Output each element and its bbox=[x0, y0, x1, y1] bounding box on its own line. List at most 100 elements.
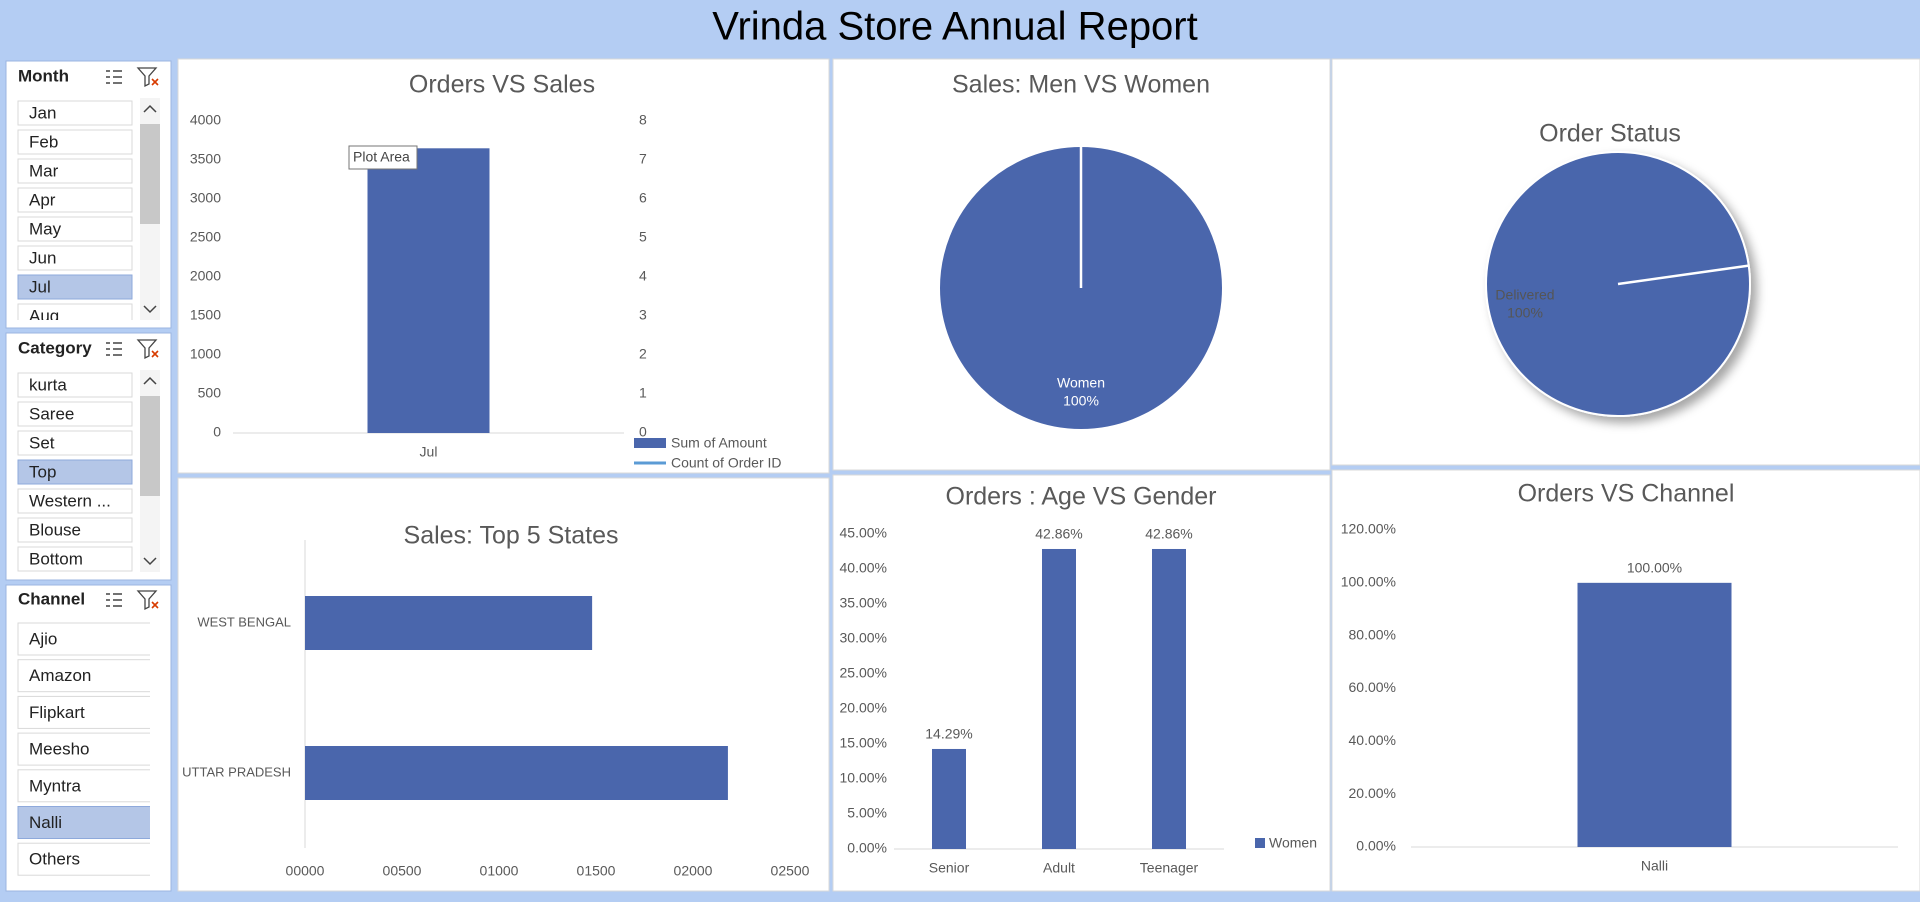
slicer-item-label[interactable]: Myntra bbox=[29, 776, 82, 795]
clear-filter-icon[interactable] bbox=[136, 67, 158, 88]
scroll-down[interactable] bbox=[143, 305, 157, 314]
y-tick-label: 1500 bbox=[190, 307, 221, 323]
slicer-item-label[interactable]: May bbox=[29, 219, 62, 238]
slicer-item-label[interactable]: Flipkart bbox=[29, 703, 85, 722]
slicer-item-label[interactable]: Feb bbox=[29, 132, 58, 151]
slicer-item-label[interactable]: Set bbox=[29, 433, 55, 452]
slicer-item[interactable] bbox=[17, 769, 159, 803]
multi-select-icon[interactable] bbox=[106, 342, 122, 356]
slicer-item-label[interactable]: Mar bbox=[29, 161, 59, 180]
slicer-item[interactable] bbox=[17, 245, 133, 271]
y-tick-label: 60.00% bbox=[1349, 679, 1396, 695]
y-tick-label: 2000 bbox=[190, 268, 221, 284]
y-tick-label: 20.00% bbox=[1349, 785, 1396, 801]
slicer-item[interactable] bbox=[17, 842, 159, 876]
slicer-item-label[interactable]: Nalli bbox=[29, 813, 62, 832]
y-tick-label: 5.00% bbox=[847, 805, 887, 821]
y-tick-label: 100.00% bbox=[1341, 574, 1396, 590]
slicer-item[interactable] bbox=[17, 459, 133, 485]
legend-label: Women bbox=[1269, 835, 1317, 851]
slicer-item-label[interactable]: Others bbox=[29, 850, 80, 869]
y-tick-label: 40.00% bbox=[840, 560, 887, 576]
slicer-item-label[interactable]: Jan bbox=[29, 103, 56, 122]
slicer-item[interactable] bbox=[17, 488, 133, 514]
y-tick-label: 30.00% bbox=[840, 630, 887, 646]
y-tick-label: 40.00% bbox=[1349, 732, 1396, 748]
scrollbar-thumb[interactable] bbox=[140, 124, 160, 224]
slicer-item-label[interactable]: Aug bbox=[29, 306, 59, 325]
slicer-item[interactable] bbox=[17, 517, 133, 543]
dashboard-title: Vrinda Store Annual Report bbox=[712, 5, 1198, 49]
y2-tick-label: 8 bbox=[639, 112, 647, 128]
y-tick-label: 15.00% bbox=[840, 735, 887, 751]
multi-select-icon[interactable] bbox=[106, 593, 122, 607]
bar bbox=[1577, 582, 1732, 847]
slicer-item[interactable] bbox=[17, 622, 159, 656]
chart-title: Orders : Age VS Gender bbox=[946, 483, 1217, 511]
slicer-item[interactable] bbox=[17, 732, 159, 766]
data-label: 100.00% bbox=[1627, 560, 1682, 576]
y-tick-label: 80.00% bbox=[1349, 626, 1396, 642]
slicer-item[interactable] bbox=[17, 695, 159, 729]
scrollbar-thumb[interactable] bbox=[140, 396, 160, 496]
slicer-item[interactable] bbox=[17, 401, 133, 427]
slicer-item[interactable] bbox=[17, 546, 133, 572]
slicer-item[interactable] bbox=[17, 129, 133, 155]
slicer-item-label[interactable]: Bottom bbox=[29, 549, 83, 568]
slicer-item[interactable] bbox=[17, 187, 133, 213]
slicer-item[interactable] bbox=[17, 303, 133, 328]
slicer-item[interactable] bbox=[17, 216, 133, 242]
bar bbox=[932, 748, 966, 849]
multi-select-icon[interactable] bbox=[106, 70, 122, 84]
x-tick-label: Jul bbox=[420, 444, 438, 460]
x-tick-label: Teenager bbox=[1140, 860, 1199, 876]
slicer-item-label[interactable]: Saree bbox=[29, 404, 74, 423]
slicer-item-label[interactable]: Western ... bbox=[29, 491, 111, 510]
legend-label: Sum of Amount bbox=[671, 435, 767, 451]
clear-filter-icon[interactable] bbox=[136, 339, 158, 360]
x-tick-label: 01000 bbox=[480, 863, 519, 879]
slicer-item-label[interactable]: Ajio bbox=[29, 629, 57, 648]
slicer-item-label[interactable]: Apr bbox=[29, 190, 56, 209]
y-tick-label: WEST BENGAL bbox=[197, 614, 291, 629]
slicer-item[interactable] bbox=[17, 100, 133, 126]
y-tick-label: 25.00% bbox=[840, 665, 887, 681]
slicer-item-label[interactable]: Amazon bbox=[29, 666, 91, 685]
slice-value: 100% bbox=[1063, 393, 1099, 409]
legend-label: Count of Order ID bbox=[671, 455, 782, 471]
tooltip: Plot Area bbox=[353, 149, 410, 165]
panel bbox=[832, 474, 1331, 892]
slicer-item-label[interactable]: Jun bbox=[29, 248, 56, 267]
scroll-up[interactable] bbox=[143, 104, 157, 113]
y-tick-label: 2500 bbox=[190, 229, 221, 245]
x-tick-label: 02500 bbox=[771, 863, 810, 879]
slicer-item[interactable] bbox=[17, 806, 159, 839]
y2-tick-label: 2 bbox=[639, 346, 647, 362]
clear-filter-icon[interactable] bbox=[136, 590, 158, 611]
y2-tick-label: 7 bbox=[639, 151, 647, 167]
y-tick-label: 45.00% bbox=[840, 525, 887, 541]
slicer-item[interactable] bbox=[17, 659, 159, 693]
slice-value: 100% bbox=[1507, 305, 1543, 321]
legend-swatch bbox=[1255, 838, 1265, 848]
scroll-up[interactable] bbox=[143, 376, 157, 385]
clear-filter-x bbox=[151, 78, 159, 86]
slicer-item-label[interactable]: kurta bbox=[29, 375, 67, 394]
slicer-item-label[interactable]: Meesho bbox=[29, 740, 89, 759]
y-tick-label: 10.00% bbox=[840, 770, 887, 786]
legend-swatch bbox=[634, 438, 666, 448]
slicer-item-label[interactable]: Jul bbox=[29, 277, 51, 296]
slicer-item-label[interactable]: Top bbox=[29, 462, 56, 481]
slicer-item[interactable] bbox=[17, 274, 133, 300]
charts: Orders VS Sales0500100015002000250030003… bbox=[182, 71, 1898, 879]
slicer-item[interactable] bbox=[17, 158, 133, 184]
slicer-item[interactable] bbox=[17, 372, 133, 398]
scroll-down[interactable] bbox=[143, 557, 157, 566]
slicer-item[interactable] bbox=[17, 430, 133, 456]
bar bbox=[1152, 548, 1186, 849]
slicer-item-label[interactable]: Blouse bbox=[29, 520, 81, 539]
chart-title: Sales: Men VS Women bbox=[952, 71, 1210, 99]
x-tick-label: Nalli bbox=[1641, 858, 1668, 874]
chart-title: Sales: Top 5 States bbox=[404, 522, 619, 550]
